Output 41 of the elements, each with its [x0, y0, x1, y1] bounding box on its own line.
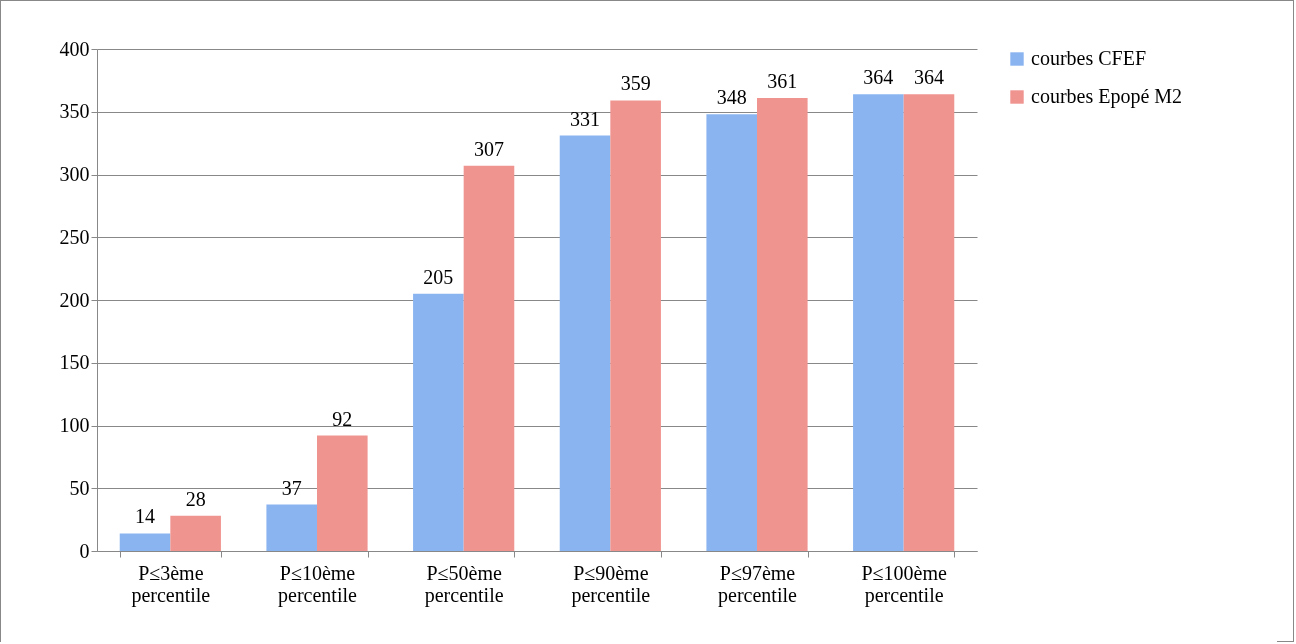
data-label: 205 [423, 265, 454, 288]
y-tick-label: 400 [59, 37, 90, 60]
bar [706, 114, 757, 551]
data-label: 361 [767, 69, 798, 92]
data-label: 348 [716, 86, 747, 109]
x-tick-label: P≤97ème percentile [718, 561, 798, 607]
legend-label: courbes CFEF [1031, 47, 1146, 69]
bar [317, 435, 368, 551]
y-tick-label: 150 [59, 351, 90, 374]
y-tick-label: 200 [59, 288, 90, 311]
data-label: 331 [570, 107, 601, 130]
bar [413, 293, 464, 551]
data-label: 37 [281, 476, 302, 499]
data-label: 92 [332, 407, 353, 430]
y-tick-label: 50 [69, 476, 90, 499]
data-label: 307 [473, 137, 504, 160]
bar [903, 94, 955, 551]
data-label: 359 [620, 72, 651, 95]
bar [757, 97, 808, 551]
x-tick-label: P≤90ème percentile [571, 561, 651, 607]
x-tick-label: P≤10ème percentile [278, 561, 358, 607]
y-tick-label: 300 [59, 163, 90, 185]
y-tick-label: 0 [79, 539, 90, 562]
data-label: 364 [913, 66, 944, 89]
x-tick-label: P≤100ème percentile [861, 561, 947, 607]
x-tick-label: P≤50ème percentile [424, 561, 504, 607]
legend-label: courbes Epopé M2 [1031, 85, 1183, 108]
y-tick-label: 100 [59, 414, 90, 436]
bar [610, 100, 661, 551]
y-tick-label: 250 [59, 225, 90, 248]
bar [853, 94, 904, 551]
bar [559, 135, 611, 551]
x-tick-label: P≤3ème percentile [131, 561, 211, 607]
data-label: 364 [863, 66, 894, 89]
bar [119, 533, 171, 551]
bar [170, 515, 221, 551]
data-label: 28 [185, 487, 206, 510]
y-tick-label: 350 [59, 100, 90, 123]
bar [266, 504, 317, 551]
data-label: 14 [135, 505, 156, 528]
bar [463, 165, 515, 551]
